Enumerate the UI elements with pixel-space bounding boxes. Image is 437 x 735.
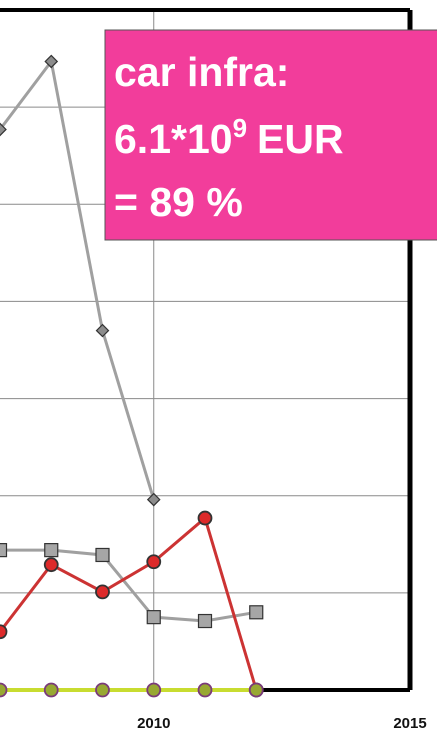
marker (197, 510, 213, 526)
marker (43, 682, 59, 698)
marker (146, 554, 162, 570)
annotation-text: EUR (257, 116, 344, 162)
marker (146, 610, 161, 625)
marker (249, 605, 264, 620)
marker (0, 543, 8, 558)
marker (146, 682, 162, 698)
marker (44, 54, 59, 69)
marker (0, 624, 8, 640)
marker (43, 557, 59, 573)
marker (197, 613, 213, 629)
marker (95, 584, 110, 600)
marker (95, 682, 110, 698)
annotation-text: car infra: (114, 49, 289, 95)
marker (197, 682, 213, 698)
marker (95, 323, 110, 338)
annotation-text: 6.1*10 (114, 116, 233, 162)
marker (0, 682, 8, 698)
x-tick-label: 2015 (393, 715, 426, 732)
series-line (0, 548, 257, 623)
marker (248, 682, 264, 698)
marker (95, 547, 110, 563)
series-line (0, 515, 258, 691)
annotation-text: = 89 % (114, 179, 243, 225)
marker (146, 492, 161, 507)
marker (0, 122, 7, 137)
annotation-text: 6.1*109 EUR (114, 113, 344, 162)
annotation-box (104, 29, 437, 241)
marker (44, 543, 59, 558)
annotation: car infra: 6.1*109 EUR = 89 % (104, 29, 437, 241)
x-tick-label: 2010 (137, 715, 170, 732)
annotation-exponent: 9 (233, 113, 247, 143)
